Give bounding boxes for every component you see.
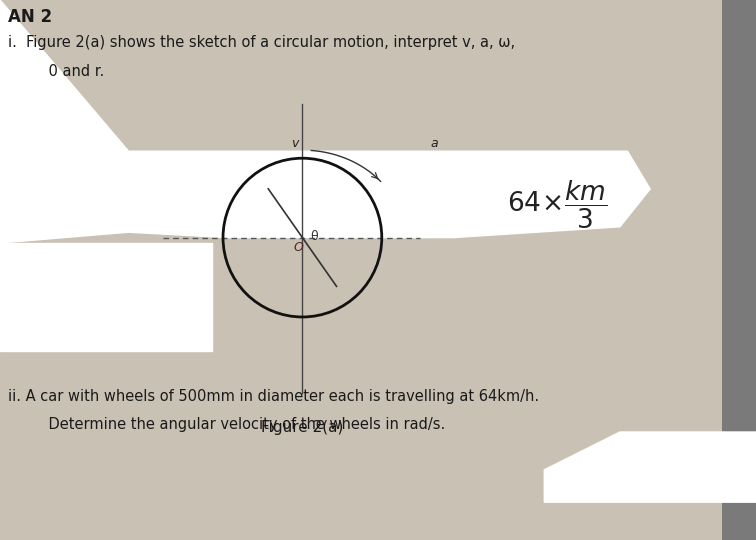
Polygon shape bbox=[0, 243, 212, 351]
Polygon shape bbox=[544, 432, 756, 502]
Text: Determine the angular velocity of the wheels in rad/s.: Determine the angular velocity of the wh… bbox=[30, 417, 445, 432]
Text: a: a bbox=[431, 137, 438, 151]
Text: AN 2: AN 2 bbox=[8, 8, 51, 26]
Text: O: O bbox=[293, 241, 304, 254]
Text: v: v bbox=[291, 137, 299, 151]
Text: θ: θ bbox=[310, 230, 318, 244]
Text: 0 and r.: 0 and r. bbox=[30, 64, 104, 79]
Text: $64\!\times\!\dfrac{km}{3}$: $64\!\times\!\dfrac{km}{3}$ bbox=[507, 179, 607, 231]
FancyBboxPatch shape bbox=[722, 0, 756, 540]
Text: i.  Figure 2(a) shows the sketch of a circular motion, interpret v, a, ω,: i. Figure 2(a) shows the sketch of a cir… bbox=[8, 35, 515, 50]
Text: ii. A car with wheels of 500mm in diameter each is travelling at 64km/h.: ii. A car with wheels of 500mm in diamet… bbox=[8, 389, 539, 404]
Polygon shape bbox=[0, 0, 650, 243]
Text: Figure 2(a): Figure 2(a) bbox=[262, 420, 343, 435]
